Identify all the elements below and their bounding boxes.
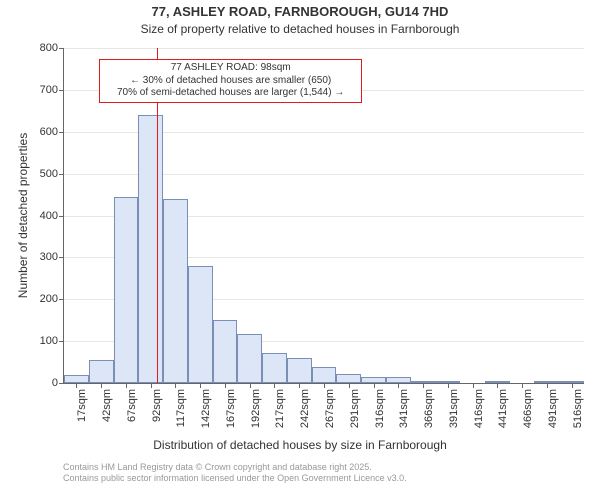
x-tick-mark <box>101 383 102 388</box>
x-tick-label: 441sqm <box>497 389 509 428</box>
x-tick-label: 491sqm <box>547 389 559 428</box>
y-tick-label: 100 <box>40 335 58 347</box>
y-tick-mark <box>59 132 64 133</box>
x-tick-mark <box>448 383 449 388</box>
x-tick-mark <box>175 383 176 388</box>
y-tick-mark <box>59 90 64 91</box>
x-tick-mark <box>225 383 226 388</box>
x-tick-mark <box>349 383 350 388</box>
y-axis-label: Number of detached properties <box>16 48 30 383</box>
histogram-bar <box>114 197 139 383</box>
histogram-bar <box>163 199 188 383</box>
x-tick-label: 267sqm <box>324 389 336 428</box>
x-tick-mark <box>473 383 474 388</box>
x-tick-label: 291sqm <box>349 389 361 428</box>
y-tick-label: 400 <box>40 210 58 222</box>
histogram-bar <box>64 375 89 383</box>
y-tick-label: 700 <box>40 84 58 96</box>
x-tick-mark <box>497 383 498 388</box>
histogram-bar <box>89 360 114 383</box>
x-tick-mark <box>274 383 275 388</box>
y-tick-label: 300 <box>40 251 58 263</box>
y-tick-label: 500 <box>40 168 58 180</box>
x-tick-label: 142sqm <box>200 389 212 428</box>
y-tick-mark <box>59 299 64 300</box>
y-tick-mark <box>59 216 64 217</box>
x-tick-label: 416sqm <box>473 389 485 428</box>
x-tick-label: 242sqm <box>299 389 311 428</box>
annotation-line: ← 30% of detached houses are smaller (65… <box>104 75 357 88</box>
x-tick-label: 117sqm <box>175 389 187 427</box>
y-tick-mark <box>59 48 64 49</box>
x-tick-mark <box>572 383 573 388</box>
x-tick-mark <box>324 383 325 388</box>
y-tick-label: 200 <box>40 293 58 305</box>
footer-line-1: Contains HM Land Registry data © Crown c… <box>63 462 407 473</box>
x-tick-label: 67sqm <box>126 389 138 422</box>
x-tick-label: 341sqm <box>398 389 410 428</box>
histogram-bar <box>188 266 213 383</box>
annotation-line: 70% of semi-detached houses are larger (… <box>104 87 357 100</box>
x-tick-mark <box>200 383 201 388</box>
y-tick-mark <box>59 257 64 258</box>
y-tick-mark <box>59 383 64 384</box>
x-tick-label: 192sqm <box>250 389 262 428</box>
x-tick-label: 366sqm <box>423 389 435 428</box>
x-tick-mark <box>126 383 127 388</box>
y-tick-label: 600 <box>40 126 58 138</box>
x-tick-mark <box>423 383 424 388</box>
footer-attribution: Contains HM Land Registry data © Crown c… <box>63 462 407 484</box>
annotation-line: 77 ASHLEY ROAD: 98sqm <box>104 62 357 75</box>
y-tick-mark <box>59 341 64 342</box>
footer-line-2: Contains public sector information licen… <box>63 473 407 484</box>
histogram-bar <box>287 358 312 383</box>
x-tick-mark <box>299 383 300 388</box>
x-tick-mark <box>522 383 523 388</box>
x-tick-label: 17sqm <box>76 389 88 422</box>
y-tick-label: 800 <box>40 42 58 54</box>
x-tick-mark <box>76 383 77 388</box>
grid-line <box>64 48 584 49</box>
y-tick-mark <box>59 174 64 175</box>
x-tick-mark <box>547 383 548 388</box>
x-axis-label: Distribution of detached houses by size … <box>0 438 600 452</box>
x-tick-label: 42sqm <box>101 389 113 422</box>
x-tick-label: 92sqm <box>151 389 163 422</box>
x-tick-label: 391sqm <box>448 389 460 428</box>
x-tick-label: 466sqm <box>522 389 534 428</box>
x-tick-mark <box>374 383 375 388</box>
x-tick-mark <box>250 383 251 388</box>
x-tick-mark <box>151 383 152 388</box>
x-tick-label: 316sqm <box>374 389 386 428</box>
chart-subtitle: Size of property relative to detached ho… <box>0 22 600 36</box>
chart-title: 77, ASHLEY ROAD, FARNBOROUGH, GU14 7HD <box>0 4 600 19</box>
chart-container: 77, ASHLEY ROAD, FARNBOROUGH, GU14 7HD S… <box>0 0 600 500</box>
x-tick-mark <box>398 383 399 388</box>
histogram-bar <box>213 320 238 383</box>
histogram-bar <box>312 367 337 383</box>
histogram-bar <box>336 374 361 383</box>
x-tick-label: 516sqm <box>572 389 584 428</box>
plot-area: 010020030040050060070080017sqm42sqm67sqm… <box>63 48 584 384</box>
histogram-bar <box>138 115 163 383</box>
x-tick-label: 217sqm <box>274 389 286 428</box>
x-tick-label: 167sqm <box>225 389 237 428</box>
annotation-box: 77 ASHLEY ROAD: 98sqm← 30% of detached h… <box>99 59 362 103</box>
histogram-bar <box>262 353 287 383</box>
histogram-bar <box>237 334 262 383</box>
y-tick-label: 0 <box>52 377 58 389</box>
